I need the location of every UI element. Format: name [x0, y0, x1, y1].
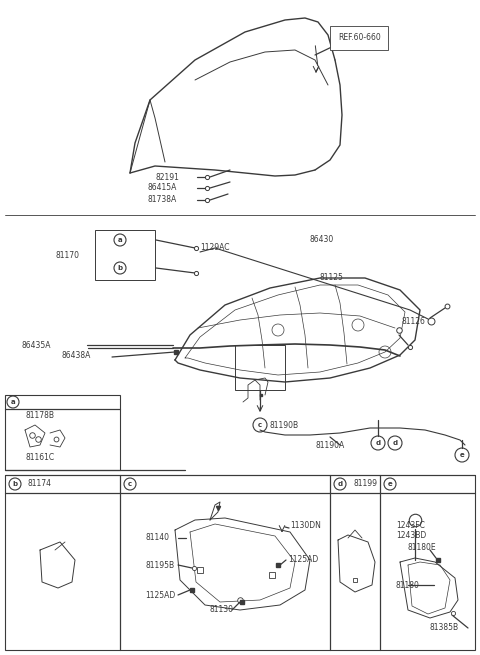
Text: 81199: 81199 [353, 479, 377, 489]
Text: d: d [375, 440, 381, 446]
Text: c: c [128, 481, 132, 487]
Text: 81385B: 81385B [430, 624, 459, 633]
Text: 81161C: 81161C [25, 453, 54, 462]
Text: d: d [337, 481, 343, 487]
Text: 1243BD: 1243BD [396, 531, 426, 540]
Text: 82191: 82191 [155, 172, 179, 181]
Text: 81738A: 81738A [148, 195, 177, 204]
Text: 81178B: 81178B [25, 411, 54, 419]
Text: 81180: 81180 [396, 580, 420, 590]
Text: b: b [12, 481, 18, 487]
Text: REF.60-660: REF.60-660 [338, 33, 381, 43]
Text: 86430: 86430 [310, 236, 334, 244]
Text: c: c [258, 422, 262, 428]
Text: 1130DN: 1130DN [290, 521, 321, 529]
Text: 86435A: 86435A [22, 341, 51, 350]
Text: d: d [393, 440, 397, 446]
Text: 81126: 81126 [402, 318, 426, 326]
FancyBboxPatch shape [5, 475, 475, 650]
Text: 81195B: 81195B [145, 561, 174, 569]
Text: 81130: 81130 [210, 605, 234, 614]
Text: 81170: 81170 [55, 250, 79, 259]
Text: 81190B: 81190B [270, 421, 299, 430]
Text: 1125AD: 1125AD [145, 591, 175, 599]
Text: 86415A: 86415A [148, 183, 178, 193]
Text: e: e [388, 481, 392, 487]
FancyBboxPatch shape [95, 230, 155, 280]
Text: b: b [118, 265, 122, 271]
Text: e: e [460, 452, 464, 458]
FancyBboxPatch shape [235, 345, 285, 390]
Text: 1243FC: 1243FC [396, 521, 425, 529]
Text: 81140: 81140 [145, 534, 169, 542]
Text: 1129AC: 1129AC [200, 244, 229, 252]
Text: a: a [11, 399, 15, 405]
Text: 81180E: 81180E [408, 544, 437, 553]
Text: 81125: 81125 [320, 274, 344, 282]
FancyBboxPatch shape [5, 395, 120, 470]
Text: 81174: 81174 [27, 479, 51, 489]
Text: 86438A: 86438A [62, 350, 91, 360]
Text: 1125AD: 1125AD [288, 555, 318, 565]
Text: 81190A: 81190A [315, 441, 344, 449]
Text: a: a [118, 237, 122, 243]
